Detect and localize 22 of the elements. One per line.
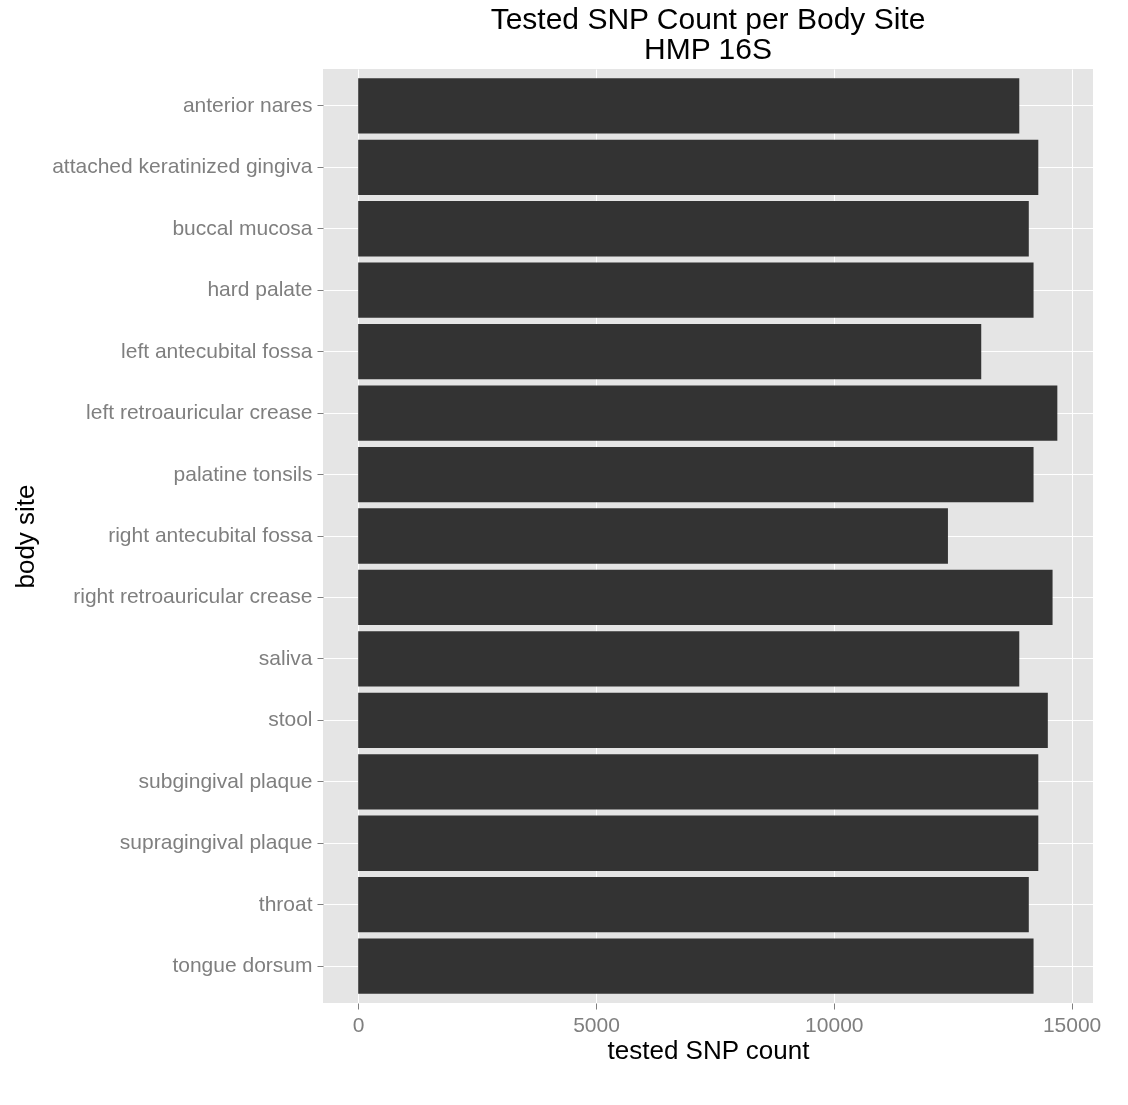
y-tick-label: attached keratinized gingiva	[52, 154, 313, 178]
x-tick-label: 15000	[1042, 1012, 1102, 1036]
y-tick-label: right retroauricular crease	[73, 584, 313, 608]
y-tick-label: left antecubital fossa	[121, 338, 313, 362]
y-tick-label: left retroauricular crease	[86, 400, 313, 424]
y-tick-label: supragingival plaque	[119, 830, 313, 854]
y-tick-label: stool	[268, 707, 313, 731]
y-tick-label: hard palate	[207, 277, 313, 301]
y-tick-label: buccal mucosa	[172, 215, 313, 239]
x-tick-label: 10000	[805, 1012, 864, 1036]
y-tick-label: subgingival plaque	[138, 768, 313, 792]
x-axis-title: tested SNP count	[607, 1034, 811, 1065]
chart-title: Tested SNP Count per Body Site	[490, 2, 926, 35]
y-tick-label: anterior nares	[182, 92, 313, 116]
y-axis-title: body site	[9, 484, 40, 589]
x-tick-label: 5000	[573, 1012, 620, 1036]
y-tick-label: saliva	[258, 645, 313, 669]
y-tick-label: right antecubital fossa	[108, 523, 313, 546]
y-tick-label: tongue dorsum	[172, 953, 313, 977]
y-tick-label: throat	[258, 891, 313, 915]
y-tick-label: palatine tonsils	[173, 461, 313, 485]
x-tick-label: 0	[352, 1012, 365, 1036]
